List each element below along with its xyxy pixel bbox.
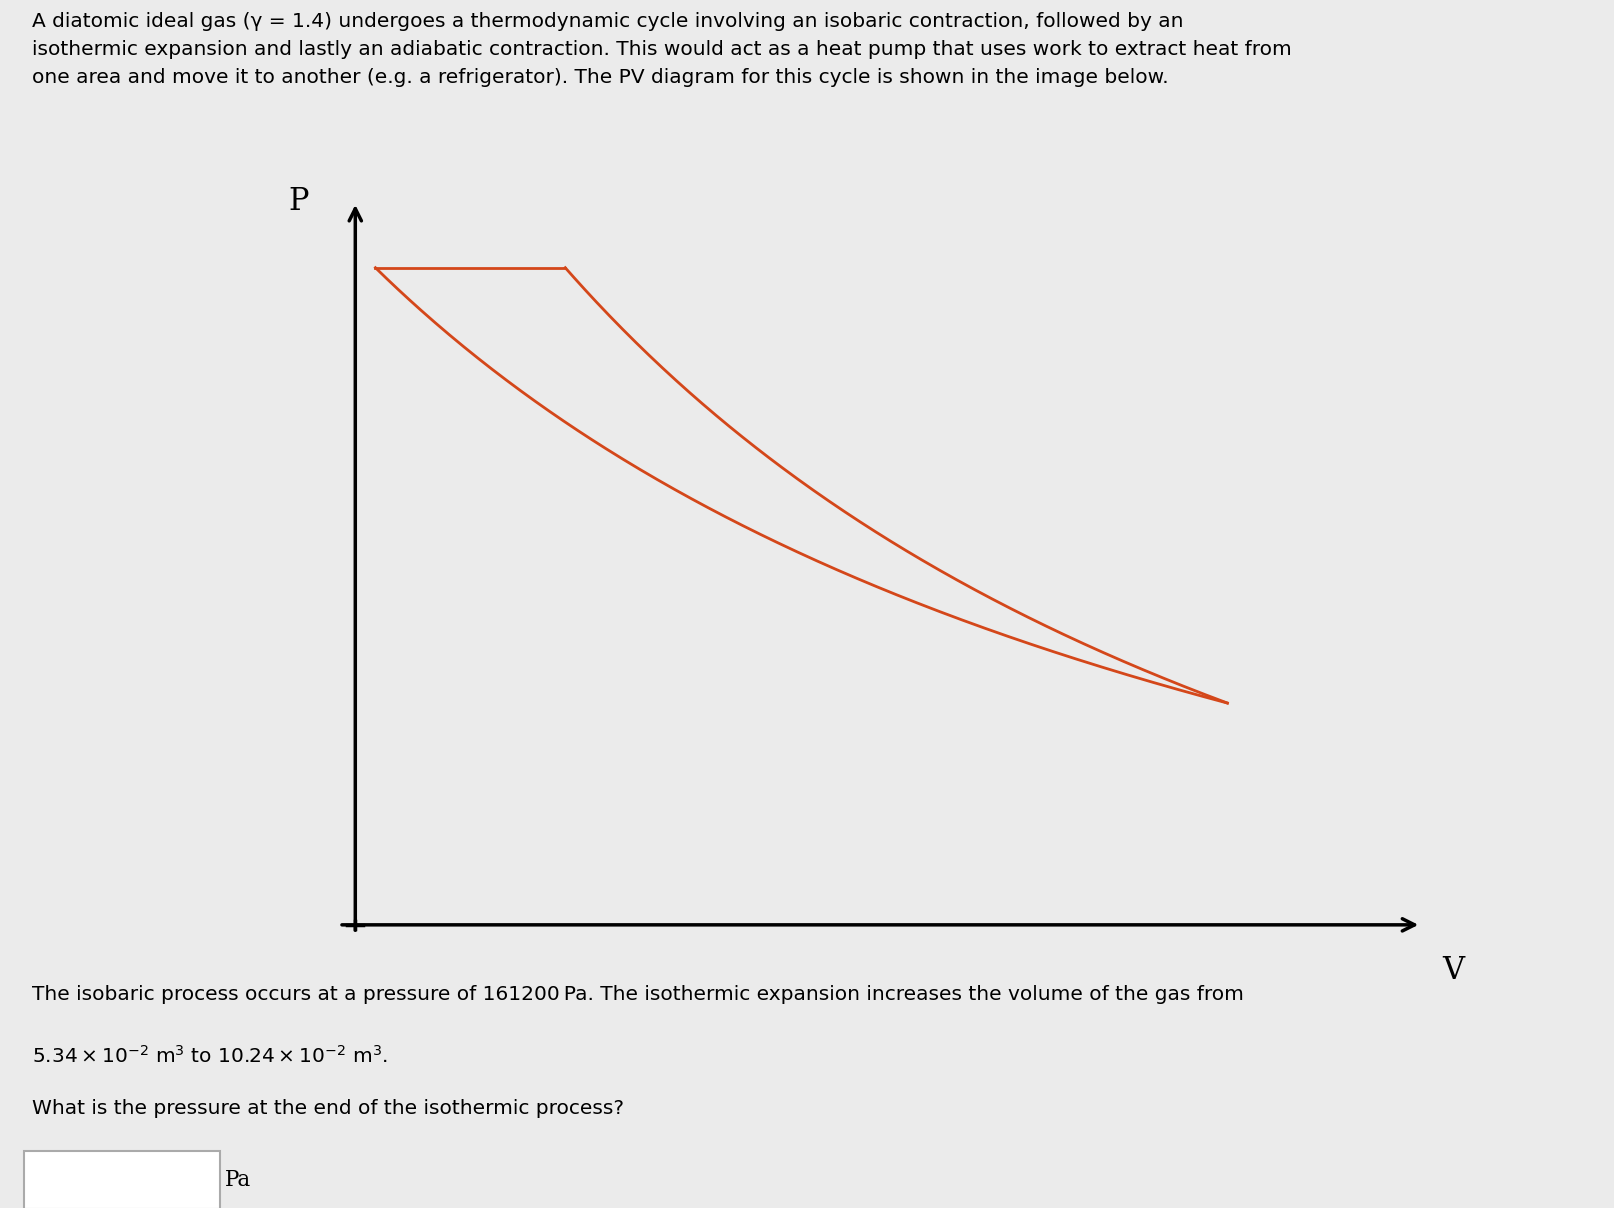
Text: A diatomic ideal gas (γ = 1.4) undergoes a thermodynamic cycle involving an isob: A diatomic ideal gas (γ = 1.4) undergoes… xyxy=(32,12,1291,87)
Text: What is the pressure at the end of the isothermic process?: What is the pressure at the end of the i… xyxy=(32,1099,625,1119)
Text: The isobaric process occurs at a pressure of 161200 Pa. The isothermic expansion: The isobaric process occurs at a pressur… xyxy=(32,985,1243,1004)
FancyBboxPatch shape xyxy=(24,1151,220,1208)
Text: V: V xyxy=(1441,954,1464,986)
Text: $5.34 \times 10^{-2}\ \mathrm{m}^3$ to $10.24 \times 10^{-2}\ \mathrm{m}^3$.: $5.34 \times 10^{-2}\ \mathrm{m}^3$ to $… xyxy=(32,1045,387,1067)
Text: P: P xyxy=(289,186,308,217)
Text: Pa: Pa xyxy=(224,1168,252,1191)
